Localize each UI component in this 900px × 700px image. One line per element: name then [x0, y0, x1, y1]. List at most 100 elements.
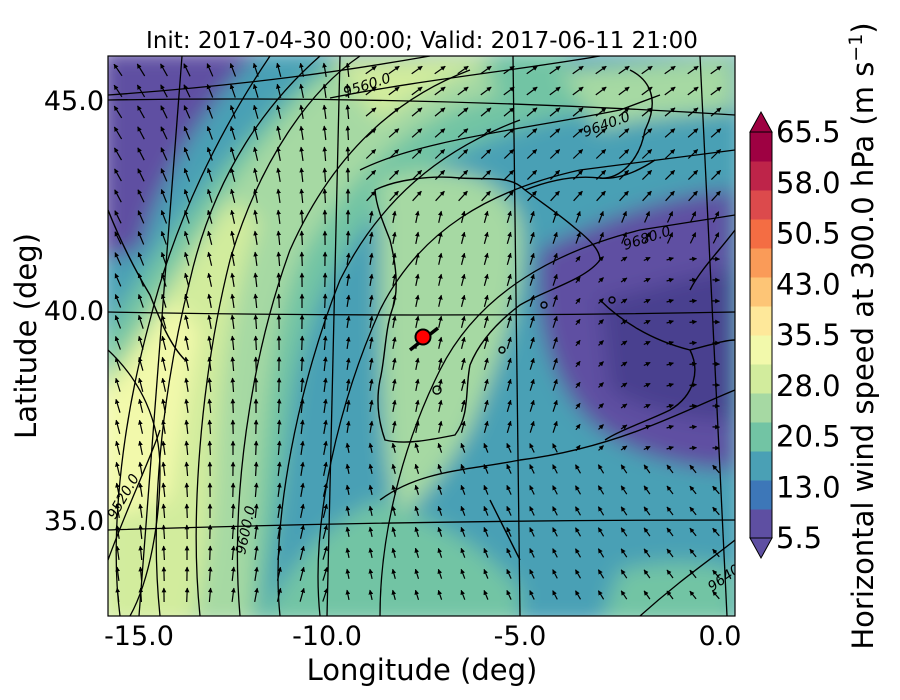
wind-arrow: [438, 315, 443, 328]
wind-arrow: [552, 378, 558, 391]
wind-arrow: [299, 377, 305, 393]
wind-arrow: [137, 210, 145, 224]
wind-arrow: [160, 147, 168, 161]
wind-arrow: [641, 86, 653, 96]
wind-arrow: [575, 210, 581, 223]
wind-arrow: [506, 357, 512, 370]
wind-arrow: [483, 210, 489, 223]
wind-arrow: [276, 251, 282, 267]
wind-arrow: [206, 125, 213, 140]
wind-arrow: [183, 251, 190, 266]
wind-arrow: [689, 403, 697, 409]
wind-arrow: [207, 419, 213, 435]
wind-arrow: [184, 335, 189, 351]
wind-arrow: [138, 419, 144, 434]
wind-arrow: [391, 442, 397, 453]
wind-arrow: [434, 107, 446, 117]
wind-arrow: [460, 547, 466, 558]
wind-arrow: [391, 547, 397, 558]
wind-arrow: [137, 168, 145, 182]
wind-arrow: [641, 65, 653, 75]
colorbar-tick-label: 50.5: [776, 217, 841, 251]
wind-arrow: [460, 442, 466, 453]
wind-arrow: [207, 440, 213, 456]
wind-arrow: [598, 210, 604, 223]
wind-arrow: [710, 128, 722, 138]
wind-arrow: [183, 272, 190, 287]
wind-arrow: [689, 548, 697, 558]
wind-arrow: [207, 272, 213, 287]
wind-arrow: [480, 128, 492, 138]
wind-arrow: [183, 63, 191, 77]
wind-arrow: [322, 167, 328, 183]
wind-arrow: [483, 336, 489, 349]
wind-arrow: [184, 314, 190, 329]
wind-arrow: [712, 211, 720, 223]
wind-arrow: [438, 231, 443, 244]
wind-arrow: [552, 506, 558, 516]
wind-arrow: [689, 569, 697, 579]
wind-arrow: [666, 527, 674, 537]
wind-arrow: [460, 484, 466, 495]
wind-arrow: [345, 315, 351, 328]
wind-arrow: [299, 419, 305, 435]
wind-arrow: [161, 419, 166, 435]
wind-arrow: [391, 484, 397, 495]
wind-arrow: [620, 485, 628, 495]
wind-arrow: [275, 62, 282, 77]
wind-arrow: [552, 357, 558, 370]
wind-arrow: [712, 527, 720, 537]
wind-arrow: [598, 445, 604, 451]
wind-arrow: [598, 340, 604, 346]
wind-arrow: [300, 482, 305, 498]
wind-arrow: [597, 590, 605, 600]
wind-arrow: [483, 568, 489, 579]
wind-arrow: [322, 482, 328, 497]
wind-arrow: [712, 569, 720, 579]
wind-arrow: [299, 335, 305, 351]
wind-arrow: [252, 62, 259, 77]
wind-arrow: [391, 378, 397, 392]
wind-arrow: [575, 318, 581, 326]
wind-arrow: [503, 86, 515, 96]
wind-arrow: [506, 294, 512, 307]
wind-arrow: [480, 86, 492, 96]
wind-arrow: [276, 419, 282, 435]
wind-arrow: [230, 230, 235, 246]
wind-arrow: [160, 189, 168, 203]
colorbar-segment: [750, 422, 772, 452]
wind-arrow: [368, 336, 374, 350]
location-marker: [408, 326, 440, 352]
wind-arrow: [552, 420, 558, 433]
wind-arrow: [207, 335, 212, 350]
wind-arrow: [138, 440, 143, 456]
wind-arrow: [137, 314, 144, 329]
wind-arrow: [438, 420, 443, 433]
wind-arrow: [712, 232, 720, 244]
wind-arrow: [229, 83, 236, 98]
wind-arrow: [529, 315, 535, 328]
wind-arrow: [299, 188, 305, 204]
wind-arrow: [549, 149, 561, 159]
wind-arrow: [618, 107, 630, 117]
wind-arrow: [160, 63, 168, 77]
wind-arrow: [618, 65, 630, 75]
wind-arrow: [136, 63, 146, 77]
wind-arrow: [388, 65, 400, 75]
wind-arrow: [506, 547, 512, 558]
wind-arrow: [526, 169, 538, 181]
wind-arrow: [411, 128, 423, 138]
wind-arrow: [414, 273, 420, 287]
wind-arrow: [183, 147, 191, 161]
wind-arrow: [299, 251, 305, 267]
height-contours: [108, 56, 735, 616]
wind-arrow: [642, 190, 652, 202]
wind-arrow: [598, 298, 604, 304]
wind-arrow: [643, 361, 651, 367]
wind-arrow: [687, 169, 699, 181]
map-plot-area: 9560.0 9640.0 9680.0 9520.0 9600.0 9640: [108, 56, 735, 616]
wind-arrow: [345, 83, 351, 99]
wind-arrow: [160, 314, 167, 329]
wind-arrow: [574, 527, 582, 537]
wind-arrow: [114, 168, 122, 182]
